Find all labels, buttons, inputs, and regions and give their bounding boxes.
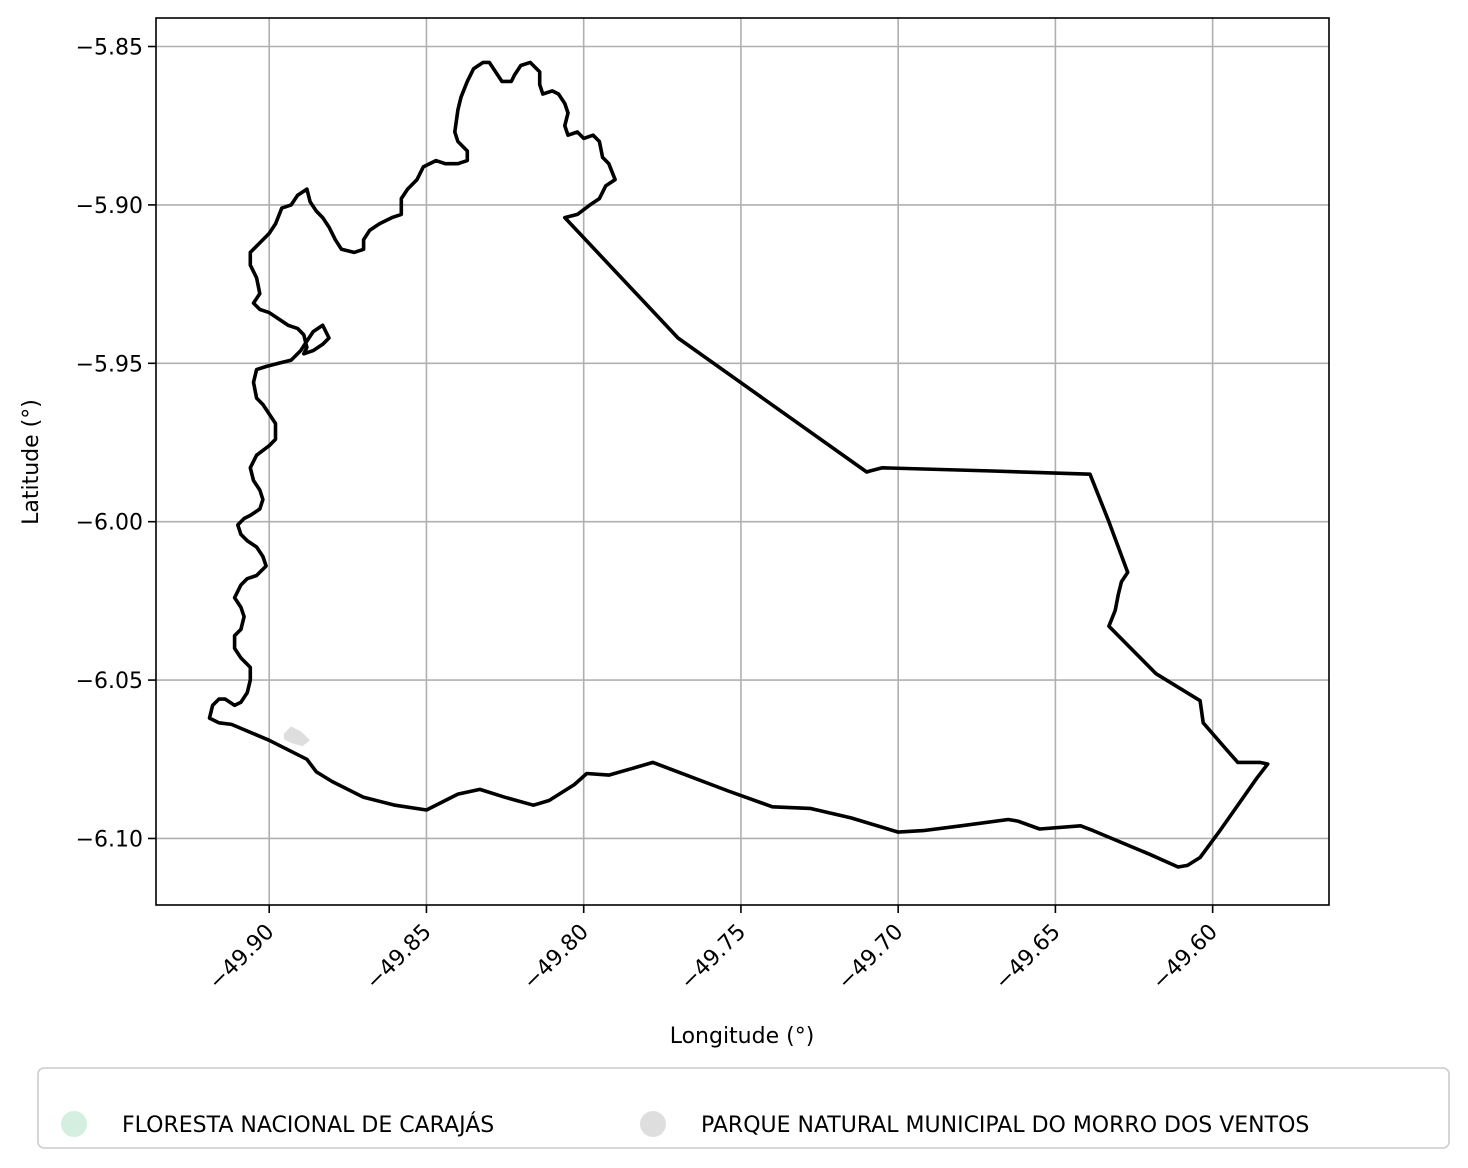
- plot-frame: [155, 17, 1330, 906]
- legend-box: [37, 1067, 1450, 1149]
- y-tick-label: −6.10: [76, 827, 143, 852]
- legend-label-floresta: FLORESTA NACIONAL DE CARAJÁS: [122, 1112, 494, 1138]
- grid-lines: [156, 18, 1329, 905]
- legend-marker-parque: [640, 1111, 666, 1137]
- x-axis-label: Longitude (°): [670, 1024, 815, 1049]
- municipality-boundary: [207, 60, 1270, 869]
- boundary-outline: [207, 60, 1270, 869]
- legend-marker-floresta: [61, 1111, 87, 1137]
- legend: FLORESTA NACIONAL DE CARAJÁS PARQUE NATU…: [37, 1067, 1450, 1149]
- legend-label-parque: PARQUE NATURAL MUNICIPAL DO MORRO DOS VE…: [701, 1113, 1309, 1138]
- protected-area-1: [283, 726, 311, 747]
- y-axis-ticks: −5.85 −5.90 −5.95 −6.00 −6.05 −6.10: [76, 36, 156, 852]
- y-tick-label: −5.90: [76, 194, 143, 219]
- y-tick-label: −5.85: [76, 36, 143, 61]
- y-tick-label: −5.95: [76, 352, 143, 377]
- protected-areas: [283, 726, 311, 747]
- y-tick-label: −6.05: [76, 669, 143, 694]
- y-axis-label: Latitude (°): [19, 399, 44, 525]
- y-tick-label: −6.00: [76, 511, 143, 536]
